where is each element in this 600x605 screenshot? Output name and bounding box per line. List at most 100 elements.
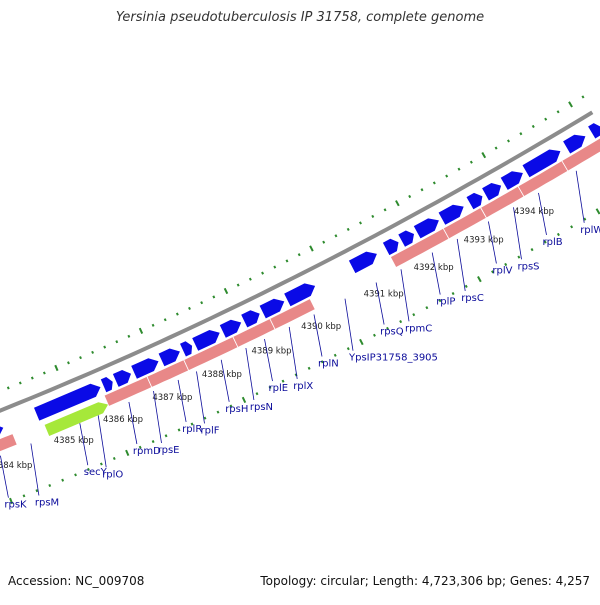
- cds-forward: [284, 283, 316, 307]
- kbp-tick-label: 4387 kbp: [152, 393, 192, 403]
- tick-mark: [556, 110, 560, 114]
- tick-mark: [99, 462, 103, 466]
- gene-label-rplB: rplB: [543, 237, 563, 248]
- tick-mark: [297, 253, 301, 257]
- gene-leader-line: [456, 238, 466, 291]
- tick-mark: [112, 456, 116, 461]
- gene-leader-line: [245, 347, 255, 401]
- tick-mark: [420, 188, 424, 192]
- cds-forward: [438, 204, 464, 225]
- cds-forward: [158, 348, 180, 367]
- tick-mark: [138, 445, 142, 449]
- tick-mark: [322, 240, 326, 244]
- gene-leader-line: [79, 423, 89, 466]
- tick-mark: [30, 376, 34, 380]
- cds-forward: [34, 383, 101, 421]
- tick-mark: [273, 265, 277, 269]
- gene-label-rpsM: rpsM: [35, 498, 59, 509]
- gene-label-rpsC: rpsC: [461, 293, 484, 304]
- gene-label-rpmD: rpmD: [133, 446, 161, 457]
- gene-label-rpsE: rpsE: [158, 445, 180, 456]
- tick-mark: [164, 434, 168, 438]
- tick-mark: [531, 124, 535, 129]
- gene-leader-line: [264, 339, 273, 382]
- cds-forward: [241, 310, 260, 328]
- tick-mark: [87, 467, 90, 472]
- tick-mark: [6, 386, 10, 390]
- gene-leader-line: [400, 269, 410, 322]
- gene-label-rplV: rplV: [492, 266, 512, 277]
- tick-mark: [445, 174, 449, 178]
- gene-label-rplF: rplF: [201, 425, 220, 436]
- tick-mark: [346, 347, 350, 351]
- tick-mark: [412, 313, 416, 317]
- tick-mark: [255, 392, 259, 396]
- tick-mark: [138, 327, 144, 334]
- tick-mark: [48, 483, 52, 488]
- tick-mark: [333, 353, 337, 357]
- tick-mark: [35, 489, 39, 493]
- gene-leader-line: [288, 326, 298, 379]
- tick-mark: [530, 248, 534, 252]
- tick-mark: [395, 200, 400, 207]
- tick-mark: [309, 245, 314, 252]
- cds-forward: [100, 377, 113, 393]
- cds-forward: [563, 134, 586, 154]
- cds-forward: [522, 149, 561, 178]
- cds-forward: [466, 192, 483, 210]
- gene-label-rplR: rplR: [182, 424, 202, 435]
- gene-label-rpmC: rpmC: [405, 323, 432, 334]
- kbp-tick-label: 4391 kbp: [364, 290, 404, 300]
- tick-mark: [74, 473, 77, 477]
- tick-mark: [491, 270, 495, 274]
- page-title: Yersinia pseudotuberculosis IP 31758, co…: [115, 10, 485, 25]
- gene-leader-line: [97, 415, 107, 468]
- tick-mark: [67, 361, 70, 365]
- tick-mark: [504, 262, 508, 267]
- gene-leader-line: [375, 282, 385, 325]
- gene-label-rpsH: rpsH: [225, 404, 248, 415]
- tick-mark: [203, 416, 207, 420]
- tick-mark: [386, 326, 390, 331]
- tick-mark: [190, 422, 194, 426]
- genome-backbone: [0, 110, 594, 413]
- topology-text: Topology: circular; Length: 4,723,306 bp…: [260, 574, 590, 588]
- cds-reverse: [269, 298, 316, 330]
- tick-mark: [9, 497, 14, 505]
- gene-label-rplE: rplE: [269, 383, 289, 394]
- tick-mark: [556, 232, 560, 237]
- gene-leader-line: [0, 455, 9, 498]
- tick-mark: [477, 276, 482, 283]
- cds-forward: [413, 218, 439, 239]
- gene-leader-line: [431, 252, 441, 295]
- gene-leader-line: [128, 401, 138, 445]
- cds-forward: [219, 319, 242, 338]
- tick-mark: [544, 117, 548, 121]
- tick-mark: [188, 306, 191, 310]
- cds-forward: [131, 358, 159, 379]
- cds-highlight: [44, 402, 109, 436]
- tick-mark: [481, 152, 487, 159]
- tick-mark: [494, 146, 498, 150]
- tick-mark: [408, 194, 412, 199]
- tick-mark: [151, 323, 155, 327]
- tick-mark: [383, 208, 387, 212]
- gene-label-rplN: rplN: [318, 359, 339, 370]
- cds-forward: [348, 251, 377, 274]
- gene-leader-line: [344, 298, 354, 351]
- cds-forward: [192, 330, 220, 351]
- cds-forward: [180, 341, 193, 357]
- cds-forward: [0, 426, 4, 435]
- tick-mark: [125, 449, 130, 457]
- tick-mark: [91, 350, 95, 354]
- tick-mark: [163, 318, 167, 322]
- tick-mark: [42, 371, 46, 375]
- tick-mark: [519, 132, 523, 136]
- kbp-tick-label: 4385 kbp: [54, 436, 94, 446]
- tick-mark: [281, 379, 285, 383]
- tick-mark: [223, 287, 229, 295]
- tick-mark: [212, 295, 216, 299]
- tick-mark: [127, 334, 131, 338]
- tick-mark: [320, 360, 324, 364]
